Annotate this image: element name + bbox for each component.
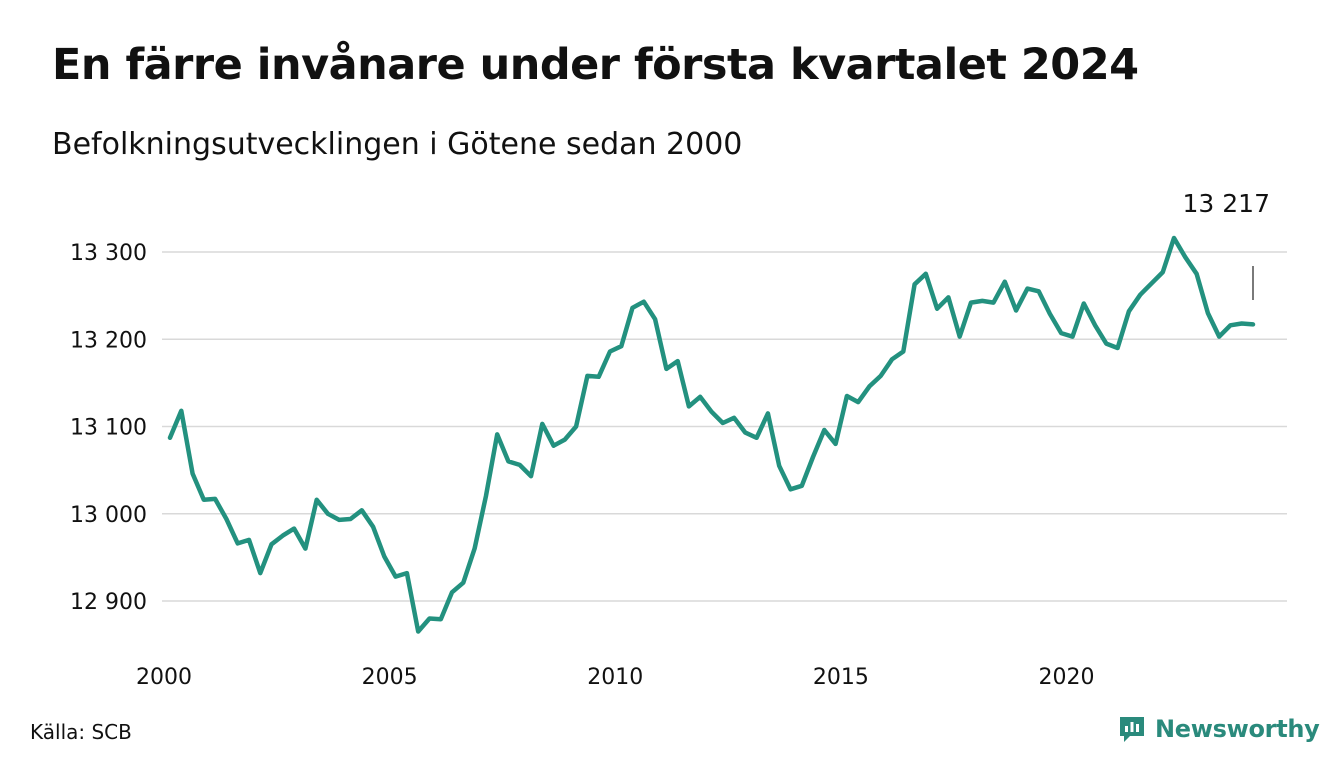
x-tick-label: 2015	[813, 665, 869, 690]
y-tick-label: 13 000	[70, 503, 147, 528]
y-axis-ticks: 12 900 13 000 13 100 13 200 13 300	[70, 241, 147, 615]
y-tick-label: 13 200	[70, 328, 147, 353]
series-line-0	[167, 235, 1256, 634]
y-tick-label: 12 900	[70, 590, 147, 615]
chart-title: En färre invånare under första kvartalet…	[52, 40, 1139, 90]
x-tick-label: 2020	[1039, 665, 1095, 690]
newsworthy-logo-icon	[1120, 717, 1144, 742]
source-note: Källa: SCB	[30, 720, 132, 744]
y-tick-label: 13 100	[70, 416, 147, 441]
chart-subtitle: Befolkningsutvecklingen i Götene sedan 2…	[52, 127, 743, 162]
brand-name: Newsworthy	[1155, 715, 1320, 743]
x-tick-label: 2000	[136, 665, 192, 690]
gridlines	[162, 251, 1287, 602]
brand-logo: Newsworthy	[1117, 714, 1320, 744]
x-axis-ticks: 2000 2005 2010 2015 2020	[136, 665, 1095, 690]
x-tick-label: 2010	[587, 665, 643, 690]
y-tick-label: 13 300	[70, 241, 147, 266]
end-value-label: 13 217	[1183, 189, 1270, 218]
series-layer	[167, 235, 1256, 634]
x-tick-label: 2005	[362, 665, 418, 690]
